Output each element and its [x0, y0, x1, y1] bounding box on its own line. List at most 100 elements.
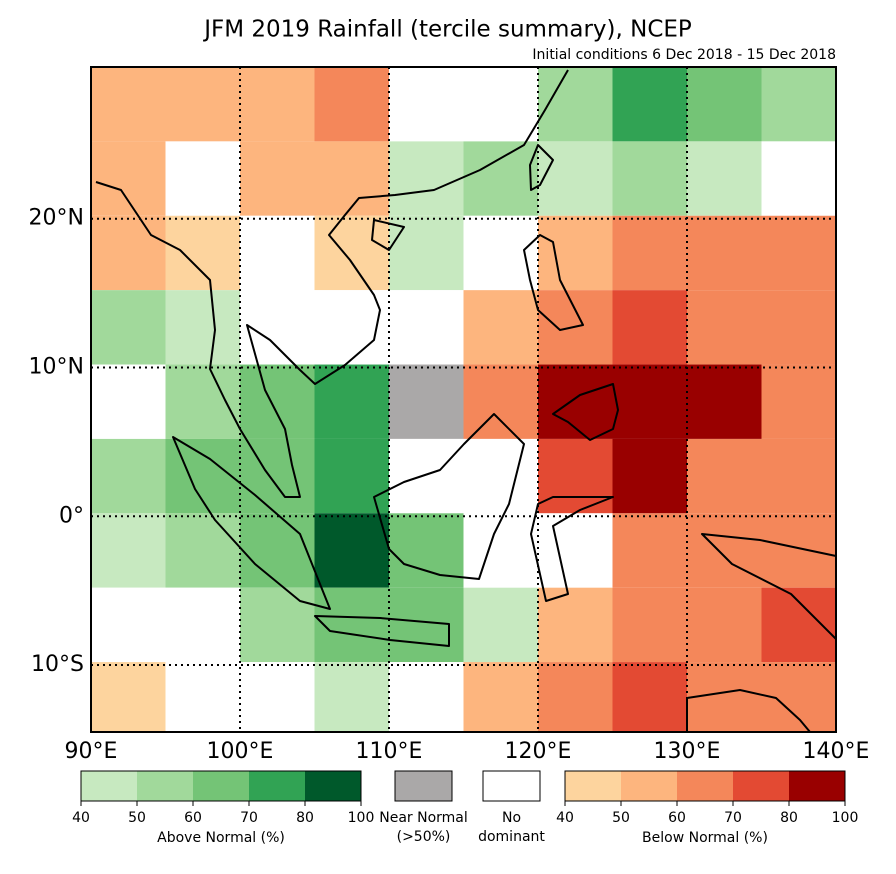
map-cell [463, 438, 538, 514]
legend-swatch [621, 771, 677, 801]
map-cell [389, 587, 464, 663]
map-cell [165, 364, 240, 439]
cells [91, 67, 836, 732]
map-cell [687, 141, 762, 216]
legend-tick-label: 40 [556, 810, 574, 826]
map-cell [389, 662, 464, 732]
map-cell [687, 587, 762, 663]
map-cell [389, 215, 464, 291]
title: JFM 2019 Rainfall (tercile summary), NCE… [202, 17, 692, 43]
map-cell [165, 513, 240, 588]
map-cell [314, 290, 389, 365]
map-cell [538, 215, 613, 291]
map-cell [314, 67, 389, 142]
map-cell [240, 141, 315, 216]
map-cell [687, 290, 762, 365]
legend-swatch [789, 771, 845, 801]
map-cell [463, 67, 538, 142]
map-cell [761, 364, 836, 439]
gridlines [90, 67, 837, 732]
map-cell [165, 587, 240, 663]
map-cell [240, 587, 315, 663]
x-tick-label: 130°E [654, 739, 721, 764]
coastline [530, 496, 614, 602]
legend: 40 50 60 70 80 100 Above Normal (%) 40 50 60 70 80 1… [72, 770, 859, 846]
map-cell [165, 141, 240, 216]
x-tick-label: 120°E [505, 739, 572, 764]
map-cell [761, 438, 836, 514]
legend-tick-label: 50 [128, 810, 146, 826]
map-cell [612, 513, 687, 588]
map-cell [91, 364, 166, 439]
map-cell [612, 438, 687, 514]
map-cell [538, 438, 613, 514]
map-cell [612, 290, 687, 365]
map-cell [687, 364, 762, 439]
map-cell [91, 67, 166, 142]
map-cell [687, 438, 762, 514]
map-cell [389, 290, 464, 365]
y-tick-label: 20°N [29, 206, 84, 231]
legend-swatch [249, 771, 305, 801]
map-cell [538, 364, 613, 439]
map-cell [91, 587, 166, 663]
legend-swatch [305, 771, 361, 801]
map-cell [389, 67, 464, 142]
map-cell [612, 215, 687, 291]
legend-tick-label: 60 [668, 810, 686, 826]
subtitle: Initial conditions 6 Dec 2018 - 15 Dec 2… [532, 47, 836, 63]
legend-swatch [733, 771, 789, 801]
map-cell [165, 215, 240, 291]
map-cell [463, 587, 538, 663]
legend-tick-label: 70 [724, 810, 742, 826]
map-cell [314, 364, 389, 439]
map-cell [240, 438, 315, 514]
map-cell [240, 364, 315, 439]
legend-label: No [502, 810, 521, 826]
x-tick-label: 140°E [803, 739, 870, 764]
map-cell [389, 141, 464, 216]
map-cell [91, 290, 166, 365]
map-cell [240, 215, 315, 291]
map-cell [612, 662, 687, 732]
legend-tick-label: 70 [240, 810, 258, 826]
legend-swatch [137, 771, 193, 801]
coastline [373, 413, 525, 580]
map-cell [91, 141, 166, 216]
map-cell [761, 67, 836, 142]
legend-swatch [81, 771, 137, 801]
map-cell [463, 141, 538, 216]
coastline [371, 219, 405, 251]
map-cell [165, 67, 240, 142]
legend-tick-label: 80 [780, 810, 798, 826]
map-cell [538, 141, 613, 216]
coastline [552, 383, 619, 441]
map-cell [240, 513, 315, 588]
legend-label: (>50%) [397, 829, 451, 845]
y-tick-label: 10°S [31, 652, 84, 677]
legend-tick-label: 80 [296, 810, 314, 826]
coastline [529, 144, 554, 191]
map-cell [314, 662, 389, 732]
y-tick-label: 0° [59, 503, 84, 528]
legend-tick-label: 100 [832, 810, 859, 826]
legend-tick-label: 100 [348, 810, 375, 826]
map-cell [761, 587, 836, 663]
map-cell [612, 141, 687, 216]
map-cell [761, 290, 836, 365]
map-cell [687, 215, 762, 291]
y-tick-label: 10°N [29, 355, 84, 380]
map-cell [463, 215, 538, 291]
map-cell [538, 662, 613, 732]
map-cell [165, 290, 240, 365]
map-cell [687, 67, 762, 142]
map-cell [463, 662, 538, 732]
map-cell [538, 67, 613, 142]
map-cell [389, 438, 464, 514]
coastline [172, 436, 331, 610]
legend-frame [564, 770, 846, 802]
legend-tick-label: 50 [612, 810, 630, 826]
coastline [314, 615, 450, 647]
map-cell [314, 141, 389, 216]
